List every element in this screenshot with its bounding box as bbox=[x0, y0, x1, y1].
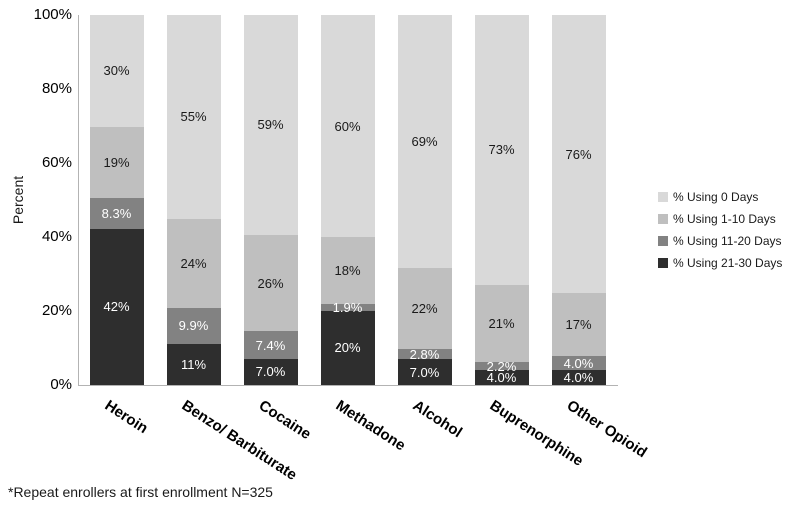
bar-segment: 69% bbox=[397, 15, 452, 269]
legend: % Using 0 Days % Using 1-10 Days % Using 1… bbox=[658, 190, 782, 278]
bar-segment: 11% bbox=[166, 344, 221, 385]
bar-value-label: 73% bbox=[488, 142, 515, 158]
bar-segment: 18% bbox=[320, 237, 375, 304]
y-tick-label: 40% bbox=[41, 228, 72, 245]
bar-value-label: 4.0% bbox=[563, 355, 594, 371]
x-category-label: Methadone bbox=[332, 397, 409, 455]
legend-label: % Using 0 Days bbox=[673, 190, 759, 204]
x-axis-line bbox=[78, 385, 618, 386]
bar-segment: 7.0% bbox=[397, 359, 452, 385]
bar-segment: 26% bbox=[243, 234, 298, 332]
footnote: *Repeat enrollers at first enrollment N=… bbox=[8, 484, 273, 500]
bar-value-label: 4.0% bbox=[563, 370, 594, 386]
y-axis-title: Percent bbox=[10, 175, 26, 225]
legend-item: % Using 1-10 Days bbox=[658, 212, 782, 226]
bar-value-label: 7.4% bbox=[255, 337, 286, 353]
bar-value-label: 7.0% bbox=[255, 364, 286, 380]
bar-value-label: 9.9% bbox=[178, 318, 209, 334]
bar-value-label: 18% bbox=[334, 263, 361, 279]
bar-segment: 21% bbox=[474, 284, 529, 363]
bar-value-label: 22% bbox=[411, 301, 438, 317]
bar-segment: 30% bbox=[89, 15, 144, 127]
bar-segment: 7.4% bbox=[243, 331, 298, 359]
bar-value-label: 24% bbox=[180, 255, 207, 271]
bar-column: 20% 1.9% 18% 60% bbox=[309, 15, 386, 385]
legend-swatch bbox=[658, 236, 668, 246]
bar-segment: 8.3% bbox=[89, 197, 144, 229]
bar-segment: 22% bbox=[397, 268, 452, 350]
bar-segment: 4.0% bbox=[551, 355, 606, 371]
bar-segment: 2.2% bbox=[474, 358, 529, 374]
bar-value-label: 20% bbox=[334, 340, 361, 356]
bar-column: 42% 8.3% 19% 30% bbox=[78, 15, 155, 385]
stacked-bar: 4.0% 4.0% 17% 76% bbox=[551, 15, 606, 386]
bar-value-label: 55% bbox=[180, 109, 207, 125]
bar-segment: 24% bbox=[166, 218, 221, 308]
bar-segment: 17% bbox=[551, 293, 606, 356]
bar-value-label: 42% bbox=[103, 299, 130, 315]
bar-segment: 2.8% bbox=[397, 346, 452, 362]
legend-label: % Using 21-30 Days bbox=[673, 256, 783, 270]
stacked-bar: 7.0% 2.8% 22% 69% bbox=[397, 15, 452, 385]
legend-label: % Using 11-20 Days bbox=[673, 234, 782, 248]
bar-segment: 76% bbox=[551, 15, 606, 294]
bar-segment: 19% bbox=[89, 126, 144, 198]
legend-item: % Using 21-30 Days bbox=[658, 256, 782, 270]
bar-column: 7.0% 7.4% 26% 59% bbox=[232, 15, 309, 385]
bar-value-label: 21% bbox=[488, 315, 515, 331]
y-axis-line bbox=[78, 15, 79, 386]
bar-value-label: 59% bbox=[257, 117, 284, 133]
legend-item: % Using 11-20 Days bbox=[658, 234, 782, 248]
bar-value-label: 1.9% bbox=[332, 299, 363, 315]
bar-value-label: 30% bbox=[103, 63, 130, 79]
bar-value-label: 11% bbox=[180, 357, 207, 373]
bar-value-label: 8.3% bbox=[101, 205, 132, 221]
bar-segment: 4.0% bbox=[551, 370, 606, 386]
x-category-label: Cocaine bbox=[255, 397, 314, 444]
bar-segment: 59% bbox=[243, 15, 298, 235]
y-tick-label: 60% bbox=[41, 154, 72, 171]
legend-item: % Using 0 Days bbox=[658, 190, 782, 204]
stacked-bar: 4.0% 2.2% 21% 73% bbox=[474, 15, 529, 386]
bar-column: 7.0% 2.8% 22% 69% bbox=[386, 15, 463, 385]
stacked-bar: 7.0% 7.4% 26% 59% bbox=[243, 15, 298, 385]
bar-segment: 42% bbox=[89, 228, 144, 385]
stacked-bar: 42% 8.3% 19% 30% bbox=[89, 15, 144, 385]
x-category-label: Alcohol bbox=[409, 397, 466, 442]
bar-value-label: 19% bbox=[103, 154, 130, 170]
x-category-label: Heroin bbox=[101, 397, 151, 438]
bar-column: 11% 9.9% 24% 55% bbox=[155, 15, 232, 385]
stacked-bar: 11% 9.9% 24% 55% bbox=[166, 15, 221, 385]
bar-segment: 73% bbox=[474, 15, 529, 285]
bar-value-label: 7.0% bbox=[409, 364, 440, 380]
legend-swatch bbox=[658, 214, 668, 224]
bar-value-label: 17% bbox=[565, 317, 592, 333]
y-tick-label: 100% bbox=[33, 6, 72, 23]
y-tick-label: 0% bbox=[50, 376, 72, 393]
bar-segment: 20% bbox=[320, 310, 375, 385]
bar-value-label: 69% bbox=[411, 134, 438, 150]
legend-swatch bbox=[658, 258, 668, 268]
bar-value-label: 26% bbox=[257, 275, 284, 291]
bar-value-label: 76% bbox=[565, 146, 592, 162]
plot-area: 42% 8.3% 19% 30% 11% 9.9% 24% 55% 7.0% 7.4% 26% 59%… bbox=[78, 15, 617, 385]
stacked-bar: 20% 1.9% 18% 60% bbox=[320, 15, 375, 385]
bar-column: 4.0% 2.2% 21% 73% bbox=[463, 15, 540, 385]
bar-column: 4.0% 4.0% 17% 76% bbox=[540, 15, 617, 385]
bar-segment: 55% bbox=[166, 15, 221, 219]
bar-segment: 9.9% bbox=[166, 307, 221, 345]
y-tick-label: 80% bbox=[41, 80, 72, 97]
y-tick-label: 20% bbox=[41, 302, 72, 319]
bar-segment: 60% bbox=[320, 15, 375, 238]
bar-value-label: 2.2% bbox=[486, 358, 517, 374]
bar-value-label: 60% bbox=[334, 118, 361, 134]
bar-segment: 1.9% bbox=[320, 299, 375, 315]
bar-segment: 7.0% bbox=[243, 358, 298, 385]
bar-value-label: 4.0% bbox=[486, 370, 517, 386]
legend-label: % Using 1-10 Days bbox=[673, 212, 776, 226]
legend-swatch bbox=[658, 192, 668, 202]
bar-segment: 4.0% bbox=[474, 370, 529, 386]
bar-value-label: 2.8% bbox=[409, 346, 440, 362]
